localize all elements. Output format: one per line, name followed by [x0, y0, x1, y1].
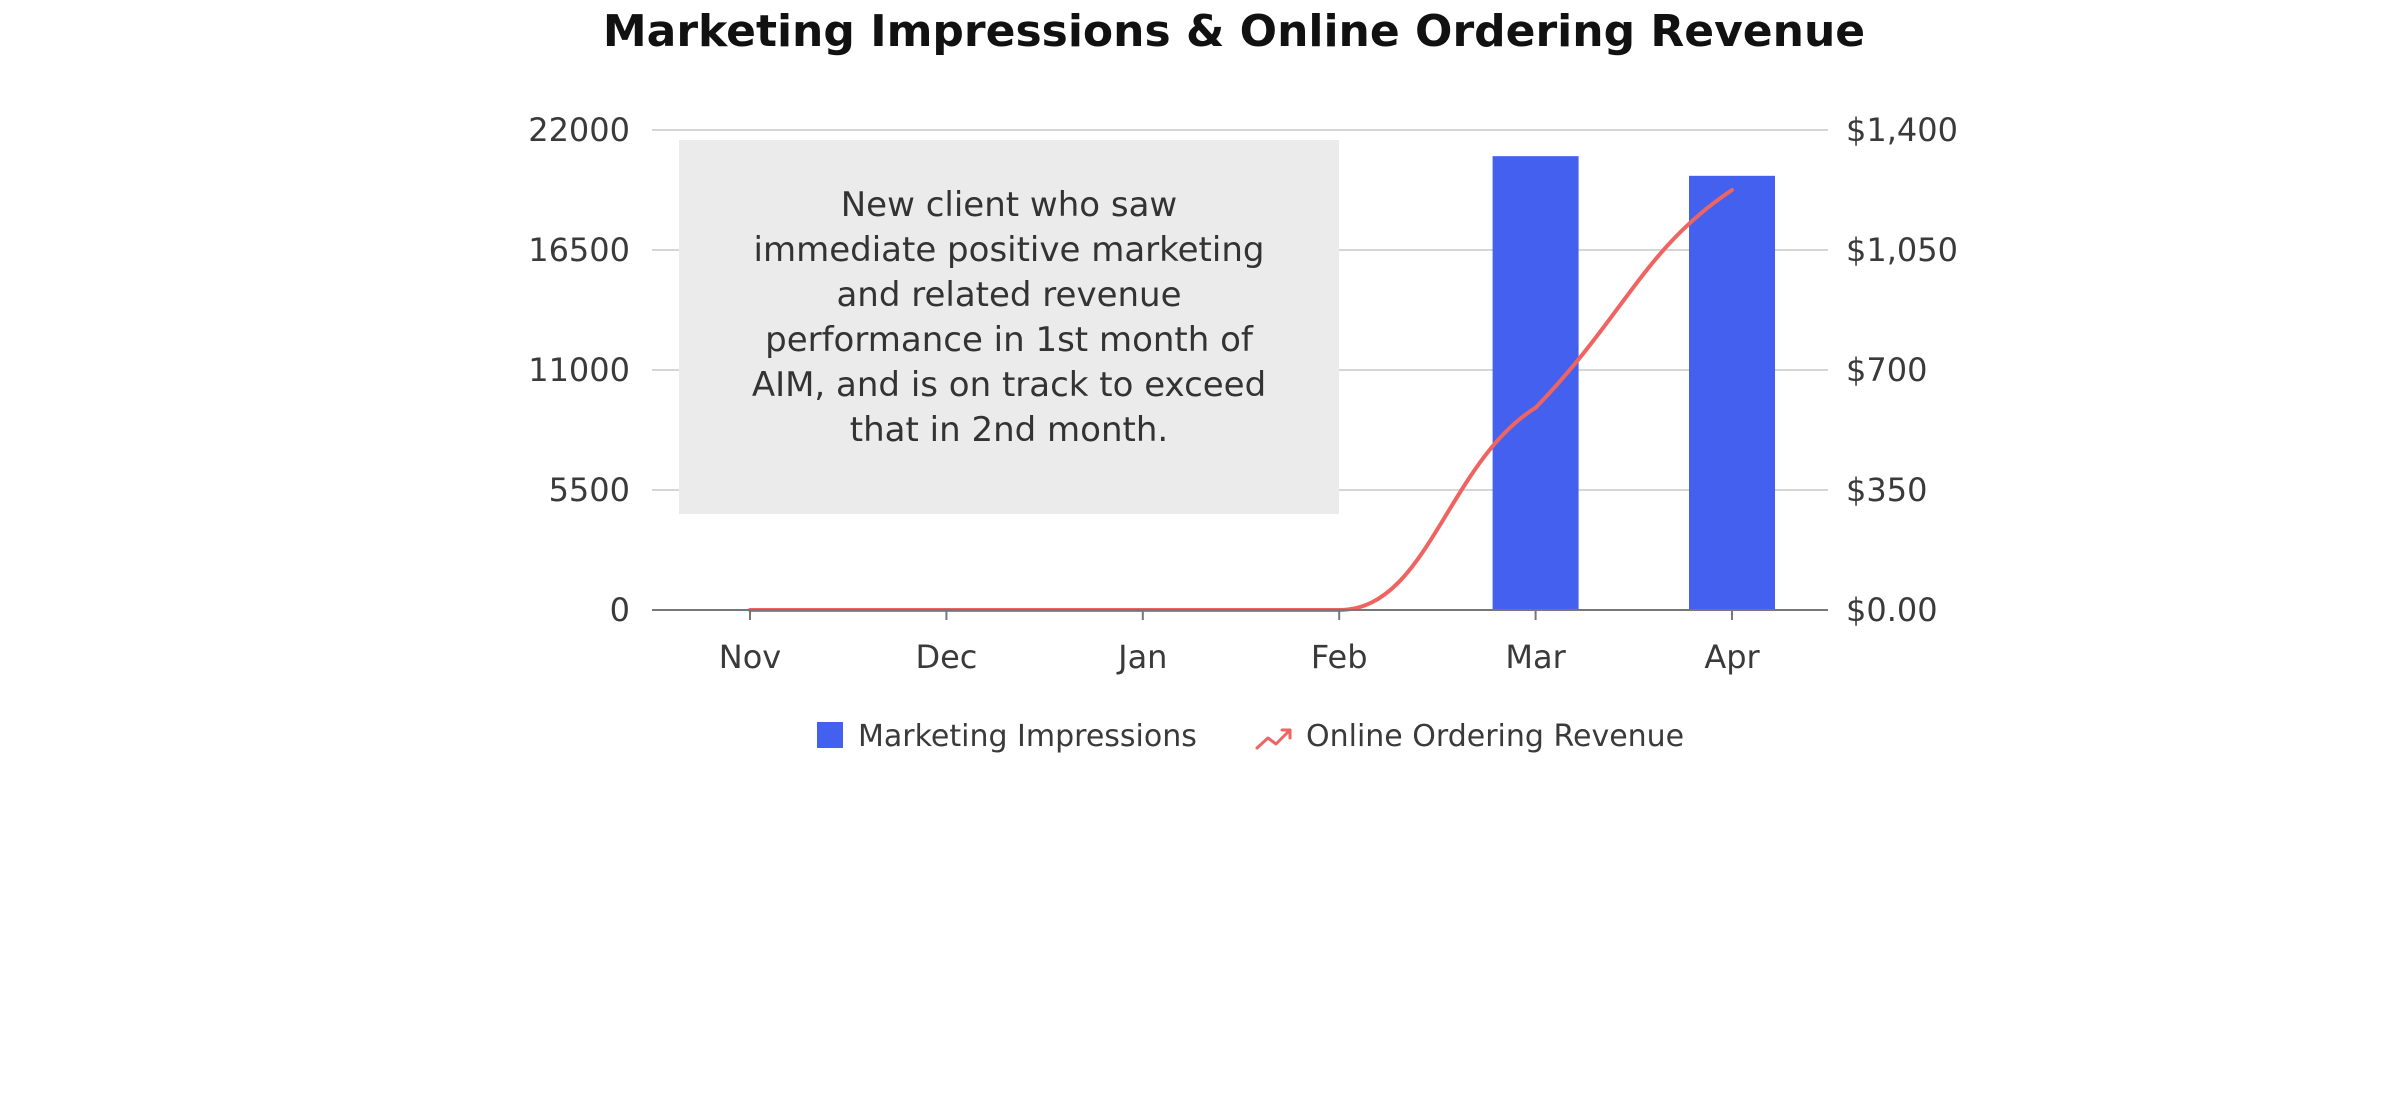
y-left-tick-label: 11000	[528, 351, 630, 389]
x-tick-label-apr: Apr	[1704, 638, 1760, 676]
legend-label-marketing-impressions: Marketing Impressions	[858, 719, 1197, 754]
annotation-line: immediate positive marketing	[754, 230, 1265, 270]
annotation-background	[679, 140, 1339, 514]
bar-series-marketing-impressions	[1492, 156, 1775, 610]
annotation-line: performance in 1st month of	[765, 320, 1254, 360]
bar-mar	[1492, 156, 1579, 610]
x-tick-label-jan: Jan	[1116, 638, 1167, 676]
x-tick-label-mar: Mar	[1505, 638, 1566, 676]
y-left-tick-label: 0	[610, 591, 630, 629]
x-tick-label-feb: Feb	[1311, 638, 1368, 676]
annotation-line: that in 2nd month.	[850, 410, 1168, 450]
y-right-tick-label: $700	[1846, 351, 1927, 389]
y-right-tick-label: $1,050	[1846, 231, 1958, 269]
y-left-tick-label: 16500	[528, 231, 630, 269]
x-tick-label-nov: Nov	[719, 638, 781, 676]
y-right-tick-label: $0.00	[1846, 591, 1938, 629]
axes: 0 $0.00 5500 $350 11000 $700 16500 $1,050 22000 $…	[528, 111, 1958, 676]
trending-up-icon	[1255, 728, 1292, 750]
x-tick-label-dec: Dec	[915, 638, 977, 676]
y-left-tick-label: 22000	[528, 111, 630, 149]
bar-apr	[1689, 175, 1775, 610]
y-left-tick-label: 5500	[549, 471, 630, 509]
annotation-box: New client who saw immediate positive mar…	[679, 140, 1339, 514]
y-right-tick-label: $1,400	[1846, 111, 1958, 149]
annotation-line: AIM, and is on track to exceed	[752, 365, 1266, 405]
annotation-line: New client who saw	[841, 185, 1177, 225]
legend-swatch-marketing-impressions	[817, 722, 843, 748]
legend-label-online-ordering-revenue: Online Ordering Revenue	[1306, 719, 1684, 754]
y-right-tick-label: $350	[1846, 471, 1927, 509]
annotation-line: and related revenue	[836, 275, 1181, 315]
legend: Marketing Impressions Online Ordering Rev…	[817, 719, 1684, 754]
chart-title: Marketing Impressions & Online Ordering …	[603, 6, 1865, 57]
